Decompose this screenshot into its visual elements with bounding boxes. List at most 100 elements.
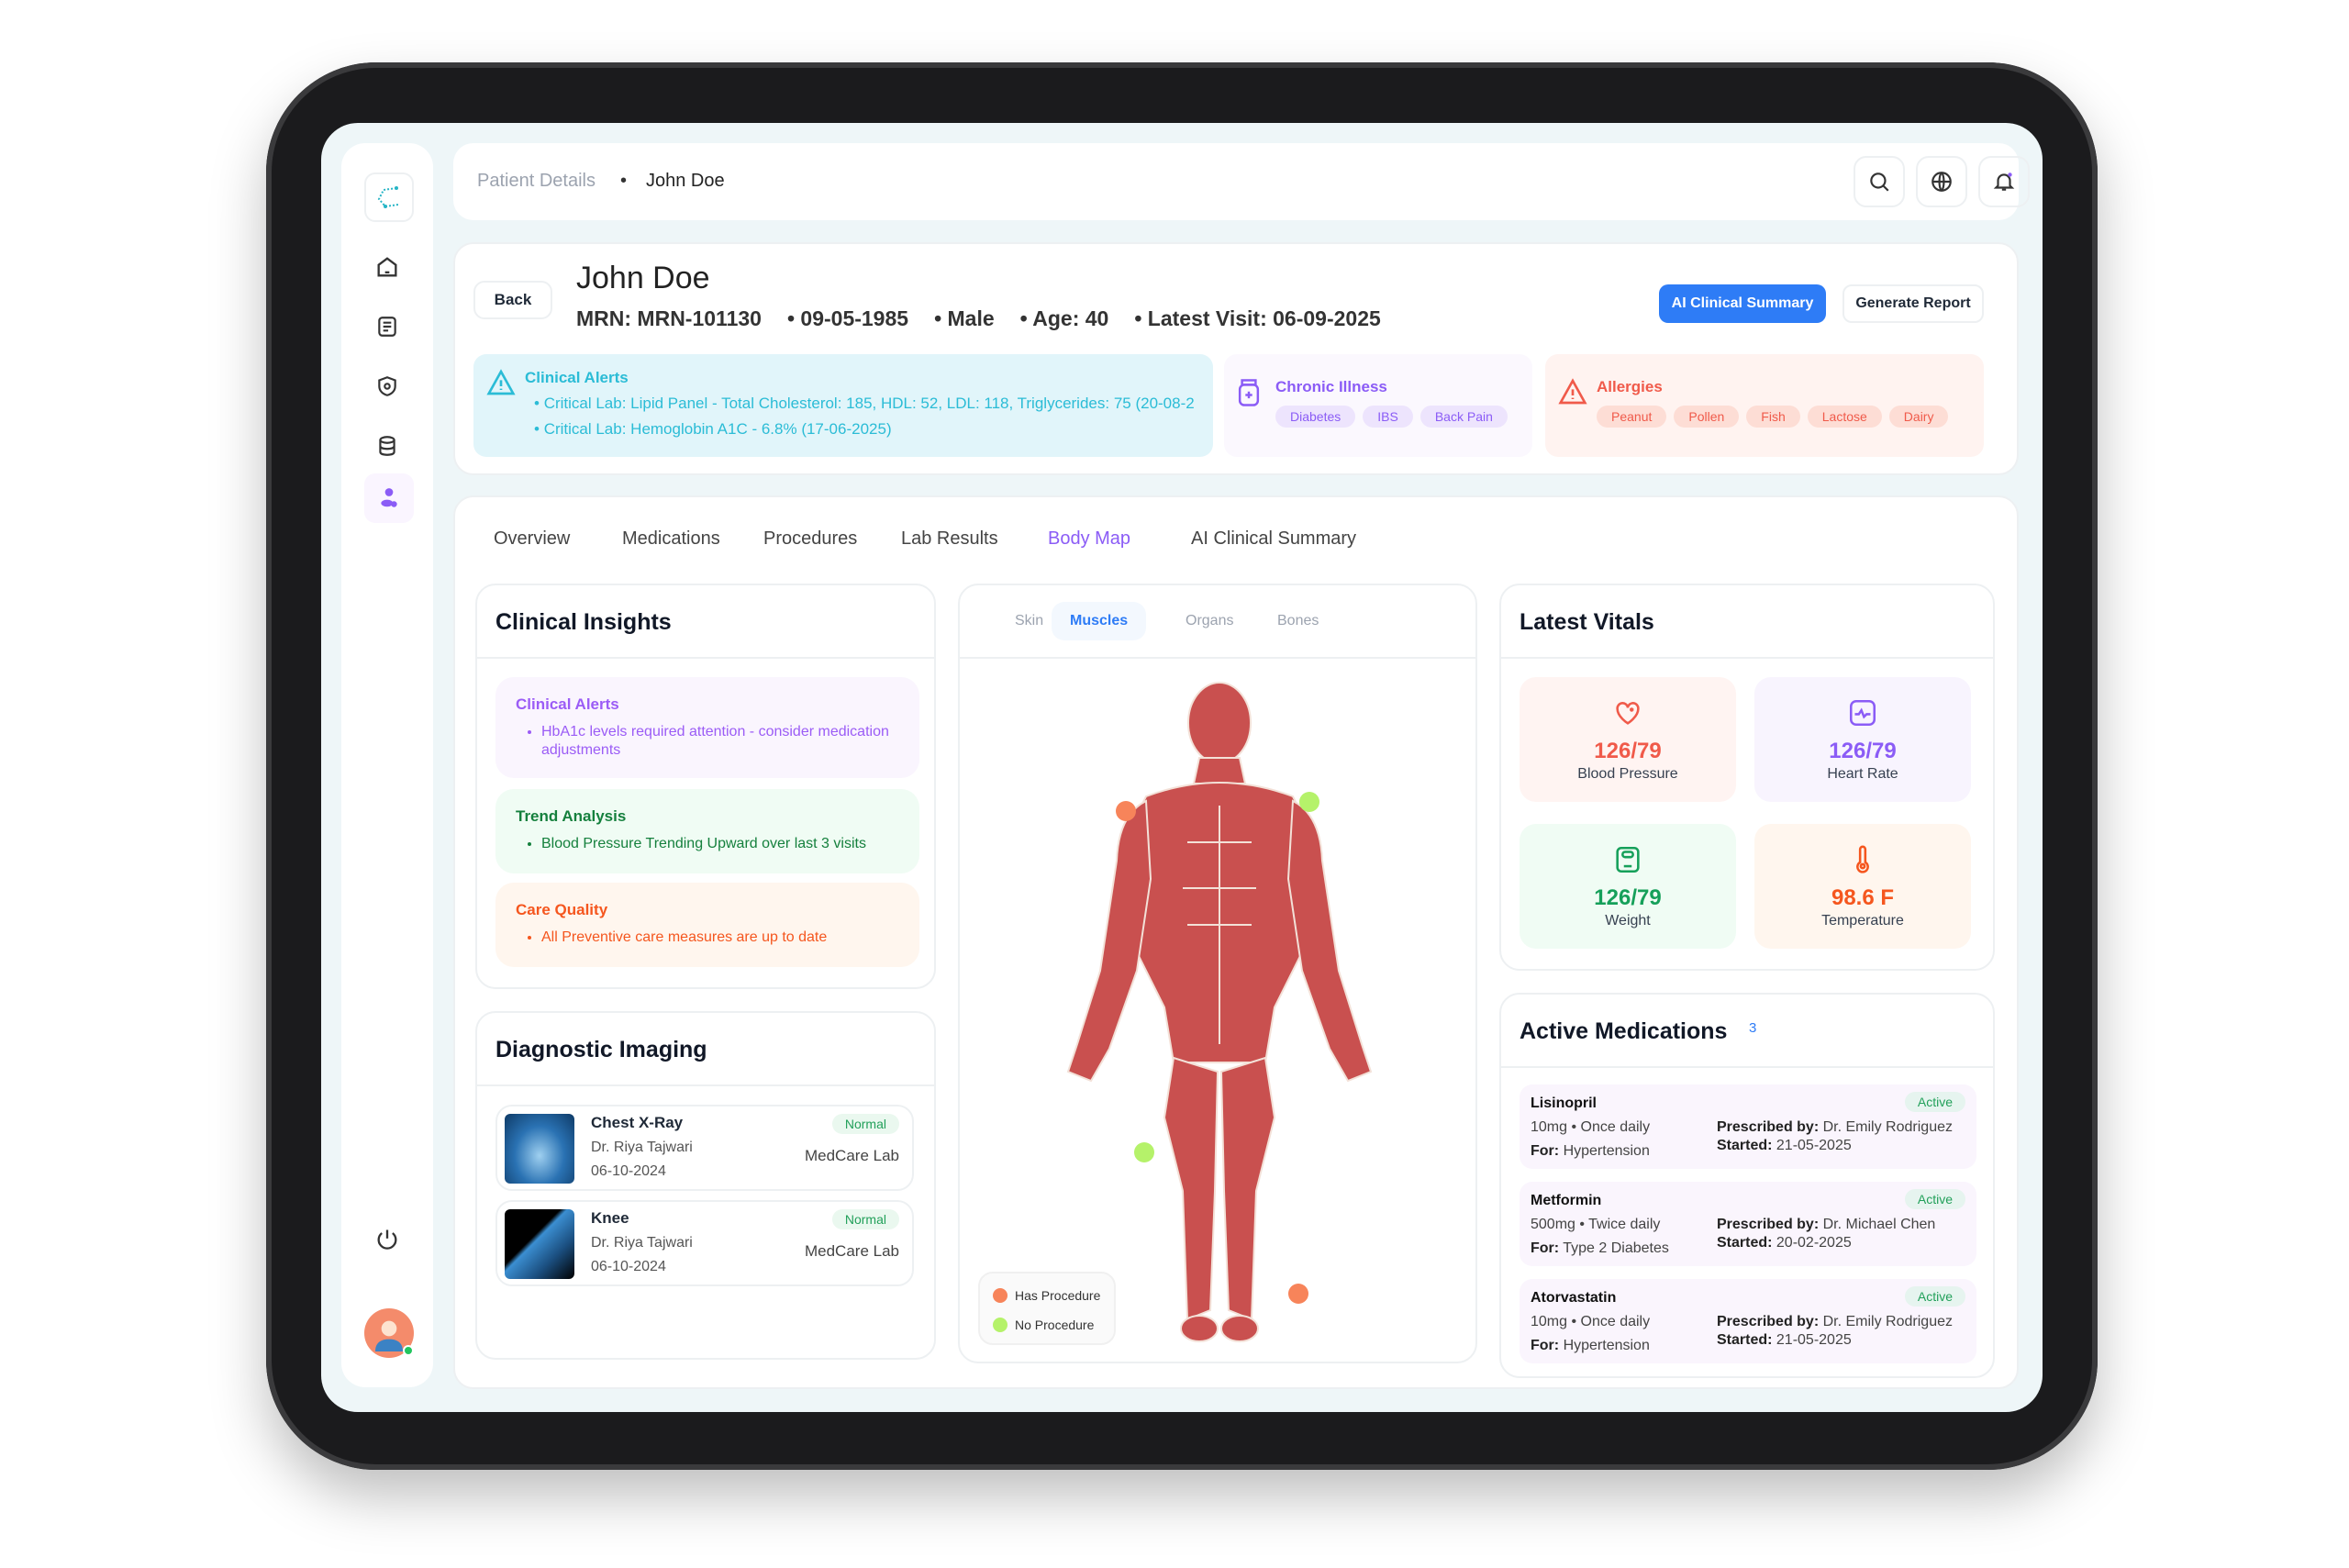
warning-icon bbox=[1558, 378, 1587, 405]
imaging-row[interactable]: Knee Dr. Riya Tajwari 06-10-2024 Normal MedC… bbox=[495, 1200, 914, 1286]
body-layer-tab-bones[interactable]: Bones bbox=[1277, 613, 1319, 628]
vital-label: Weight bbox=[1605, 913, 1651, 929]
vital-label: Heart Rate bbox=[1827, 766, 1898, 782]
tab-lab-results[interactable]: Lab Results bbox=[901, 528, 998, 549]
medication-dose: 500mg • Twice daily bbox=[1531, 1217, 1661, 1232]
vital-value: 126/79 bbox=[1594, 739, 1662, 763]
status-badge: Normal bbox=[831, 1114, 899, 1134]
medication-item[interactable]: Metformin 500mg • Twice daily For: Type 2 … bbox=[1520, 1182, 1976, 1266]
dob: 09-05-1985 bbox=[800, 306, 909, 330]
tab-procedures[interactable]: Procedures bbox=[763, 528, 858, 549]
imaging-doctor: Dr. Riya Tajwari bbox=[591, 1140, 693, 1155]
patients-icon bbox=[381, 488, 397, 507]
home-icon bbox=[377, 257, 397, 277]
generate-report-button[interactable]: Generate Report bbox=[1842, 284, 1984, 323]
tab-body-map[interactable]: Body Map bbox=[1048, 528, 1131, 549]
alert-item: • Critical Lab: Lipid Panel - Total Chol… bbox=[534, 395, 1195, 412]
allergy-tag: Dairy bbox=[1888, 406, 1949, 428]
tab-medications[interactable]: Medications bbox=[622, 528, 720, 549]
medication-started: Started: 21-05-2025 bbox=[1717, 1138, 1852, 1153]
has-procedure-marker[interactable] bbox=[1116, 801, 1136, 821]
clinical-alerts-banner: Clinical Alerts • Critical Lab: Lipid Pa… bbox=[473, 354, 1213, 457]
medication-for: For: Type 2 Diabetes bbox=[1531, 1240, 1669, 1256]
chronic-illness-panel: Chronic Illness Diabetes IBS Back Pain bbox=[1224, 354, 1532, 457]
body-map-legend: Has Procedure No Procedure bbox=[978, 1272, 1116, 1345]
ai-clinical-summary-button[interactable]: AI Clinical Summary bbox=[1659, 284, 1826, 323]
vital-label: Blood Pressure bbox=[1577, 766, 1678, 782]
database-icon bbox=[379, 436, 395, 456]
medication-name: Metformin bbox=[1531, 1193, 1602, 1208]
sidebar-item-documents[interactable] bbox=[364, 304, 410, 350]
vital-label: Temperature bbox=[1821, 913, 1904, 929]
allergies-title: Allergies bbox=[1597, 378, 1663, 395]
vital-weight: 126/79 Weight bbox=[1520, 824, 1736, 949]
sidebar-item-patients[interactable] bbox=[364, 473, 414, 523]
shield-icon bbox=[378, 376, 396, 396]
insight-clinical-alerts: Clinical AlertsHbA1c levels required att… bbox=[495, 677, 919, 778]
allergy-tag: Peanut bbox=[1597, 406, 1667, 428]
imaging-row[interactable]: Chest X-Ray Dr. Riya Tajwari 06-10-2024 Nor… bbox=[495, 1105, 914, 1191]
imaging-date: 06-10-2024 bbox=[591, 1259, 666, 1274]
xray-thumbnail bbox=[505, 1209, 574, 1279]
medication-started: Started: 21-05-2025 bbox=[1717, 1332, 1852, 1348]
search-button[interactable] bbox=[1854, 156, 1905, 207]
vital-blood-pressure: 126/79 Blood Pressure bbox=[1520, 677, 1736, 802]
body-layer-tab-skin[interactable]: Skin bbox=[1015, 613, 1044, 628]
allergy-tag: Pollen bbox=[1674, 406, 1740, 428]
allergies-panel: Allergies Peanut Pollen Fish Lactose Dairy bbox=[1545, 354, 1984, 457]
imaging-date: 06-10-2024 bbox=[591, 1163, 666, 1179]
no-procedure-marker[interactable] bbox=[1299, 792, 1319, 812]
main-card: Overview Medications Procedures Lab Results… bbox=[453, 495, 2019, 1389]
power-icon bbox=[377, 1229, 397, 1250]
active-medications-title: Active Medications bbox=[1520, 1018, 1728, 1044]
gender: Male bbox=[947, 306, 995, 330]
diagnostic-imaging-card: Diagnostic Imaging Chest X-Ray Dr. Riya T… bbox=[475, 1011, 936, 1360]
bell-icon bbox=[1993, 172, 2015, 191]
thermometer-icon bbox=[1856, 845, 1869, 873]
medication-item[interactable]: Atorvastatin 10mg • Once daily For: Hypert… bbox=[1520, 1279, 1976, 1363]
globe-icon bbox=[1932, 172, 1952, 192]
imaging-name: Knee bbox=[591, 1209, 629, 1227]
tab-overview[interactable]: Overview bbox=[494, 528, 571, 549]
status-badge: Active bbox=[1904, 1092, 1965, 1112]
sidebar bbox=[341, 143, 433, 1387]
medication-prescriber: Prescribed by: Dr. Emily Rodriguez bbox=[1717, 1314, 1953, 1329]
age: Age: 40 bbox=[1032, 306, 1109, 330]
breadcrumb-parent[interactable]: Patient Details bbox=[477, 171, 596, 191]
patient-meta: MRN: MRN-101130 • 09-05-1985 • Male • Ag… bbox=[576, 306, 1381, 330]
top-bar: Patient Details • John Doe bbox=[453, 143, 2030, 220]
has-procedure-swatch bbox=[993, 1288, 1008, 1303]
warning-icon bbox=[486, 369, 516, 395]
imaging-lab: MedCare Lab bbox=[804, 1147, 899, 1164]
body-layer-tab-organs[interactable]: Organs bbox=[1186, 613, 1234, 628]
clinical-insights-card: Clinical Insights Clinical AlertsHbA1c l… bbox=[475, 584, 936, 989]
chronic-illness-title: Chronic Illness bbox=[1275, 378, 1387, 395]
mrn: MRN: MRN-101130 bbox=[576, 306, 762, 330]
avatar[interactable] bbox=[364, 1308, 414, 1358]
medication-item[interactable]: Lisinopril 10mg • Once daily For: Hyperten… bbox=[1520, 1084, 1976, 1169]
status-badge: Active bbox=[1904, 1189, 1965, 1209]
sidebar-item-security[interactable] bbox=[364, 363, 410, 409]
allergy-tag: Lactose bbox=[1807, 406, 1882, 428]
medication-name: Atorvastatin bbox=[1531, 1290, 1617, 1306]
insight-trend-analysis: Trend AnalysisBlood Pressure Trending Up… bbox=[495, 789, 919, 873]
power-button[interactable] bbox=[364, 1217, 410, 1262]
clinical-alerts-title: Clinical Alerts bbox=[525, 369, 629, 386]
medications-count-badge: 3 bbox=[1749, 1020, 1757, 1036]
notifications-button[interactable] bbox=[1978, 156, 2030, 207]
alert-item: • Critical Lab: Hemoglobin A1C - 6.8% (1… bbox=[534, 420, 892, 438]
body-layer-tab-muscles[interactable]: Muscles bbox=[1052, 602, 1147, 640]
weight-scale-icon bbox=[1616, 846, 1640, 873]
search-icon bbox=[1870, 172, 1889, 192]
back-button[interactable]: Back bbox=[473, 281, 552, 319]
tab-ai-clinical-summary[interactable]: AI Clinical Summary bbox=[1191, 528, 1357, 549]
no-procedure-marker[interactable] bbox=[1134, 1142, 1154, 1162]
language-button[interactable] bbox=[1916, 156, 1967, 207]
sidebar-item-database[interactable] bbox=[364, 423, 410, 469]
app-screen: Patient Details • John Doe Back John Doe… bbox=[321, 123, 2043, 1412]
insight-care-quality: Care QualityAll Preventive care measures… bbox=[495, 883, 919, 967]
sidebar-item-home[interactable] bbox=[364, 244, 410, 290]
has-procedure-marker[interactable] bbox=[1288, 1284, 1308, 1304]
chronic-illness-tag: Back Pain bbox=[1419, 406, 1508, 428]
patient-name: John Doe bbox=[576, 261, 710, 295]
